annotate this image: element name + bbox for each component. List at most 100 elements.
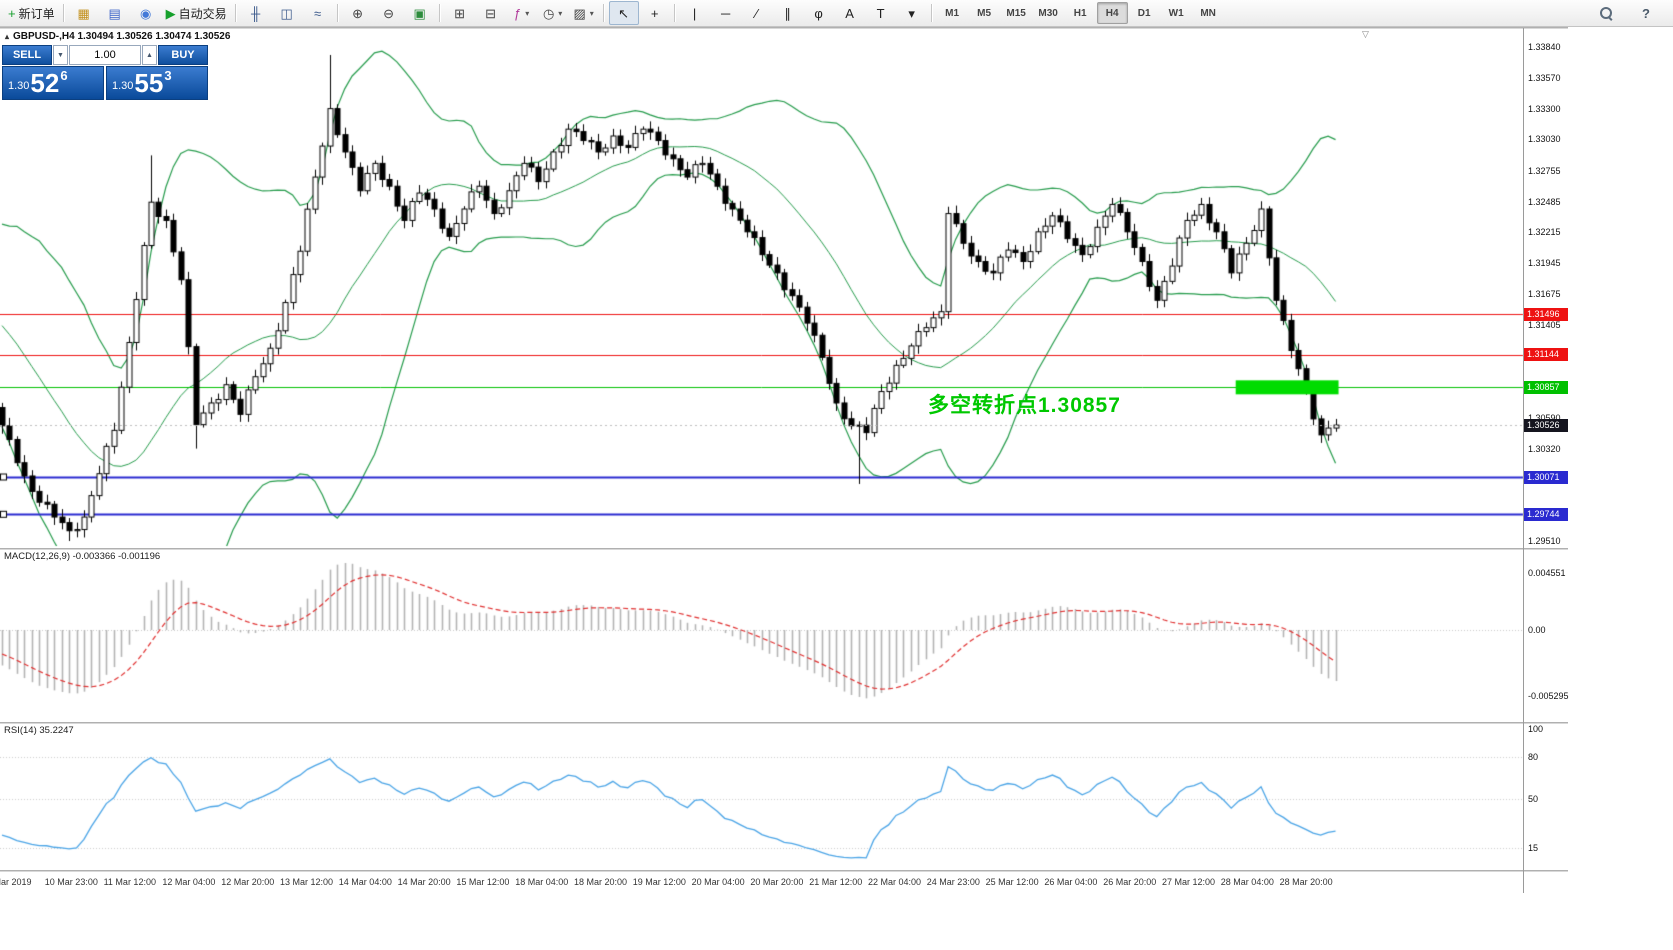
refresh-icon[interactable]: ◉ bbox=[131, 1, 161, 25]
line-price-label: 1.29744 bbox=[1524, 507, 1568, 521]
timeframe-d1-button[interactable]: D1 bbox=[1137, 7, 1151, 19]
templates-button[interactable]: ▨ ▾ bbox=[569, 1, 599, 25]
candlestick-type-button[interactable]: ◫ bbox=[272, 1, 302, 25]
timeframe-m1-button[interactable]: M1 bbox=[945, 7, 960, 19]
label-button[interactable]: T bbox=[866, 1, 896, 25]
collapse-triangle-icon[interactable]: ▴ bbox=[5, 32, 10, 41]
charts-icon[interactable]: ▦ bbox=[69, 1, 99, 25]
time-label: 28 Mar 20:00 bbox=[1279, 877, 1333, 887]
time-label: 19 Mar 12:00 bbox=[632, 877, 686, 887]
line-price-label: 1.30071 bbox=[1524, 470, 1568, 484]
timeframe-m30-button[interactable]: M30 bbox=[1038, 7, 1058, 19]
price-tick: 1.31405 bbox=[1528, 319, 1561, 330]
macd-window-divider[interactable] bbox=[0, 548, 1568, 550]
fibonacci-icon: φ bbox=[814, 5, 823, 21]
time-label: 27 Mar 12:00 bbox=[1162, 877, 1216, 887]
sell-button[interactable]: SELL bbox=[2, 45, 52, 65]
rsi-window-divider[interactable] bbox=[0, 722, 1568, 724]
line-chart-type-button[interactable]: ≈ bbox=[303, 1, 333, 25]
price-tick: 1.31945 bbox=[1528, 258, 1561, 269]
price-tick: 1.30320 bbox=[1528, 443, 1561, 454]
macd-pane[interactable] bbox=[0, 549, 1523, 722]
grid-button[interactable]: ⊟ bbox=[476, 1, 506, 25]
tile-windows-icon: ▣ bbox=[413, 5, 426, 21]
tile-windows-button[interactable]: ▣ bbox=[405, 1, 435, 25]
auto-arrange-button[interactable]: ⊞ bbox=[445, 1, 475, 25]
timeframe-h1-button[interactable]: H1 bbox=[1073, 7, 1087, 19]
arrows-button[interactable]: ▾ bbox=[897, 1, 927, 25]
timeframe-w1-button[interactable]: W1 bbox=[1168, 7, 1184, 19]
timeframe-m5-button[interactable]: M5 bbox=[977, 7, 992, 19]
zoom-out-button[interactable]: ⊖ bbox=[374, 1, 404, 25]
text-button[interactable]: A bbox=[835, 1, 865, 25]
toolbar: + 新订单 ▦ ▤ ◉ ▶ 自动交易 ╫ ◫ ≈ ⊕ ⊖ ▣ ⊞ ⊟ ƒ ▾ ◷ ▾ ▨ ▾ ↖ + | ─ ∕ ∥ φ A T ▾ M1 M… bbox=[0, 0, 1673, 27]
time-label: 21 Mar 12:00 bbox=[809, 877, 863, 887]
cursor-button[interactable]: ↖ bbox=[608, 1, 639, 25]
time-label: 25 Mar 12:00 bbox=[985, 877, 1039, 887]
timeframe-mn-button[interactable]: MN bbox=[1200, 7, 1216, 19]
timeframe-h4-button[interactable]: H4 bbox=[1096, 2, 1128, 24]
time-label: 18 Mar 20:00 bbox=[574, 877, 628, 887]
chevron-down-icon: ▾ bbox=[589, 8, 594, 18]
chevron-down-icon: ▾ bbox=[558, 8, 563, 18]
buy-quote-button[interactable]: 1.30 55 3 bbox=[106, 66, 208, 100]
search-icon[interactable] bbox=[1591, 1, 1621, 25]
time-label: 28 Mar 04:00 bbox=[1220, 877, 1274, 887]
line-price-label: 1.31144 bbox=[1524, 348, 1568, 362]
volume-decrease-button[interactable]: ▼ bbox=[53, 45, 68, 65]
chart-shift-icon[interactable]: ▽ bbox=[1362, 29, 1369, 39]
sell-price-point: 6 bbox=[60, 68, 68, 83]
bar-chart-type-button[interactable]: ╫ bbox=[241, 1, 271, 25]
vertical-line-button[interactable]: | bbox=[680, 1, 710, 25]
bar-chart-type-icon: ╫ bbox=[251, 5, 261, 21]
profiles-icon[interactable]: ▤ bbox=[100, 1, 130, 25]
time-label: 12 Mar 04:00 bbox=[162, 877, 216, 887]
label-icon: T bbox=[876, 5, 885, 21]
new-order-icon: + bbox=[8, 5, 16, 21]
periods-button[interactable]: ◷ ▾ bbox=[538, 1, 568, 25]
help-icon[interactable]: ? bbox=[1642, 5, 1650, 21]
time-label: 12 Mar 20:00 bbox=[221, 877, 275, 887]
zoom-in-button[interactable]: ⊕ bbox=[343, 1, 373, 25]
main-chart-pane[interactable] bbox=[0, 28, 1523, 548]
sell-quote-button[interactable]: 1.30 52 6 bbox=[2, 66, 104, 100]
price-axis-border bbox=[1523, 28, 1524, 893]
toolbar-separator bbox=[602, 4, 605, 22]
zoom-out-icon: ⊖ bbox=[383, 5, 395, 21]
charts-icon-icon: ▦ bbox=[77, 5, 90, 21]
refresh-icon-icon: ◉ bbox=[139, 5, 152, 21]
price-tick: 1.32485 bbox=[1528, 196, 1561, 207]
chart-text-annotation[interactable]: 多空转折点1.30857 bbox=[928, 394, 1121, 417]
macd-scale-label: -0.005295 bbox=[1528, 690, 1569, 701]
new-order-button[interactable]: + 新订单 bbox=[4, 1, 59, 25]
crosshair-button[interactable]: + bbox=[640, 1, 670, 25]
rsi-pane[interactable] bbox=[0, 723, 1523, 870]
channel-button[interactable]: ∥ bbox=[773, 1, 803, 25]
timeframe-m15-button[interactable]: M15 bbox=[1006, 7, 1026, 19]
chevron-down-icon: ▾ bbox=[525, 8, 530, 18]
macd-scale-label: 0.00 bbox=[1528, 625, 1546, 635]
trendline-button[interactable]: ∕ bbox=[742, 1, 772, 25]
templates-icon: ▨ bbox=[573, 5, 586, 21]
sell-price-prefix: 1.30 bbox=[8, 80, 30, 92]
time-label: 20 Mar 20:00 bbox=[750, 877, 804, 887]
volume-increase-button[interactable]: ▲ bbox=[142, 45, 157, 65]
candlestick-type-icon: ◫ bbox=[280, 5, 293, 21]
price-scale[interactable] bbox=[1523, 28, 1568, 893]
time-label: 14 Mar 04:00 bbox=[338, 877, 392, 887]
rsi-scale-label: 15 bbox=[1528, 843, 1539, 853]
fibonacci-button[interactable]: φ bbox=[804, 1, 834, 25]
volume-input[interactable] bbox=[69, 45, 141, 65]
chart-canvas[interactable] bbox=[0, 0, 1568, 950]
indicators-button[interactable]: ƒ ▾ bbox=[507, 1, 537, 25]
time-label: 26 Mar 04:00 bbox=[1044, 877, 1098, 887]
zoom-in-icon: ⊕ bbox=[352, 5, 364, 21]
buy-price-point: 3 bbox=[164, 68, 172, 83]
horizontal-line-button[interactable]: ─ bbox=[711, 1, 741, 25]
buy-button[interactable]: BUY bbox=[158, 45, 208, 65]
profiles-icon-icon: ▤ bbox=[108, 5, 121, 21]
autotrade-icon: ▶ bbox=[165, 5, 176, 21]
autotrade-button[interactable]: ▶ 自动交易 bbox=[162, 1, 231, 25]
channel-icon: ∥ bbox=[784, 5, 791, 21]
time-label: 10 Mar 23:00 bbox=[44, 877, 98, 887]
